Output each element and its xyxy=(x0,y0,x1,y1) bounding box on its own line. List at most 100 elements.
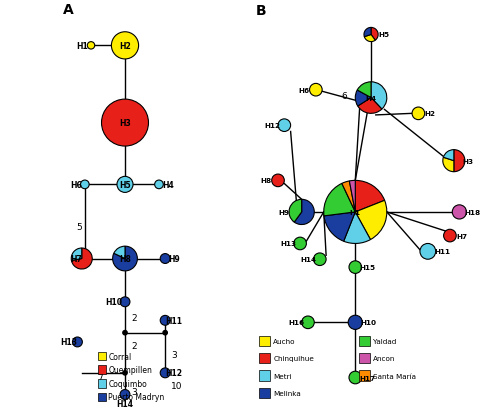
Wedge shape xyxy=(112,247,138,271)
Bar xyxy=(359,336,370,346)
Bar xyxy=(98,352,106,361)
Text: Yaldad: Yaldad xyxy=(374,338,397,344)
Wedge shape xyxy=(371,28,378,41)
Text: Melinka: Melinka xyxy=(274,390,301,396)
Text: H9: H9 xyxy=(279,209,290,216)
Text: H3: H3 xyxy=(119,119,131,128)
Text: Metri: Metri xyxy=(274,373,292,379)
Text: H16: H16 xyxy=(288,320,304,325)
Text: H13: H13 xyxy=(60,337,78,347)
Wedge shape xyxy=(72,248,92,269)
Bar xyxy=(98,379,106,388)
Wedge shape xyxy=(444,150,454,161)
Circle shape xyxy=(349,371,362,384)
Text: H15: H15 xyxy=(359,264,375,271)
Text: H11: H11 xyxy=(166,316,182,325)
Wedge shape xyxy=(114,247,125,259)
Circle shape xyxy=(444,230,456,242)
Text: 7: 7 xyxy=(97,373,103,382)
Circle shape xyxy=(117,177,133,193)
Text: H5: H5 xyxy=(378,32,389,38)
Text: H7: H7 xyxy=(456,233,467,239)
Text: H1: H1 xyxy=(76,42,88,51)
Wedge shape xyxy=(71,248,82,261)
Wedge shape xyxy=(324,184,356,216)
Text: H4: H4 xyxy=(366,95,376,101)
Circle shape xyxy=(120,297,130,307)
Text: H17: H17 xyxy=(359,375,375,381)
Wedge shape xyxy=(289,200,302,223)
Circle shape xyxy=(72,337,83,347)
Circle shape xyxy=(120,389,130,399)
Circle shape xyxy=(348,316,362,330)
Wedge shape xyxy=(356,181,384,212)
Text: B: B xyxy=(256,4,266,18)
Text: H18: H18 xyxy=(464,209,480,216)
Text: H6: H6 xyxy=(70,180,82,190)
Text: H2: H2 xyxy=(119,42,131,51)
Text: H14: H14 xyxy=(116,399,134,408)
Circle shape xyxy=(123,371,127,375)
Circle shape xyxy=(112,33,138,60)
Circle shape xyxy=(302,316,314,329)
Text: H5: H5 xyxy=(119,180,131,190)
Circle shape xyxy=(102,100,148,147)
Text: Ancon: Ancon xyxy=(374,355,396,361)
Wedge shape xyxy=(350,181,356,212)
Text: 2: 2 xyxy=(131,313,137,322)
Wedge shape xyxy=(443,158,454,172)
Text: H10: H10 xyxy=(360,320,376,325)
Bar xyxy=(359,353,370,363)
Wedge shape xyxy=(371,83,387,110)
Text: Santa María: Santa María xyxy=(374,373,416,379)
Text: 3: 3 xyxy=(131,387,137,396)
Circle shape xyxy=(452,205,466,219)
Bar xyxy=(98,393,106,401)
Text: H9: H9 xyxy=(168,254,179,263)
Text: Chinquihue: Chinquihue xyxy=(274,355,314,361)
Text: Quempillen: Quempillen xyxy=(108,366,152,374)
Text: H12: H12 xyxy=(166,368,182,377)
Circle shape xyxy=(160,254,170,264)
Bar xyxy=(259,336,270,346)
Wedge shape xyxy=(344,212,370,244)
Circle shape xyxy=(314,253,326,266)
Circle shape xyxy=(160,316,170,325)
Text: Aucho: Aucho xyxy=(274,338,296,344)
Bar xyxy=(259,370,270,381)
Text: H11: H11 xyxy=(434,249,450,255)
Bar xyxy=(98,366,106,374)
Circle shape xyxy=(294,237,306,250)
Text: H7: H7 xyxy=(70,254,82,263)
Text: 10: 10 xyxy=(172,381,183,390)
Circle shape xyxy=(278,120,290,132)
Bar xyxy=(359,370,370,381)
Text: H3: H3 xyxy=(462,158,473,164)
Circle shape xyxy=(310,84,322,97)
Text: H13: H13 xyxy=(280,241,296,247)
Text: 6: 6 xyxy=(342,92,347,101)
Circle shape xyxy=(80,180,89,189)
Circle shape xyxy=(88,43,94,50)
Text: 2: 2 xyxy=(131,341,137,350)
Circle shape xyxy=(163,331,168,335)
Circle shape xyxy=(123,331,127,335)
Circle shape xyxy=(160,368,170,378)
Circle shape xyxy=(349,261,362,274)
Bar xyxy=(259,388,270,398)
Wedge shape xyxy=(356,91,371,107)
Circle shape xyxy=(272,175,284,187)
Text: H2: H2 xyxy=(424,111,436,117)
Wedge shape xyxy=(364,36,375,43)
Text: H10: H10 xyxy=(106,297,122,306)
Text: 5: 5 xyxy=(76,222,82,231)
Wedge shape xyxy=(324,212,356,242)
Text: A: A xyxy=(62,3,74,17)
Circle shape xyxy=(420,244,436,260)
Text: H8: H8 xyxy=(260,178,272,184)
Text: H8: H8 xyxy=(119,254,131,263)
Text: 3: 3 xyxy=(172,350,177,359)
Text: H12: H12 xyxy=(264,123,280,129)
Wedge shape xyxy=(356,201,387,240)
Wedge shape xyxy=(294,200,314,225)
